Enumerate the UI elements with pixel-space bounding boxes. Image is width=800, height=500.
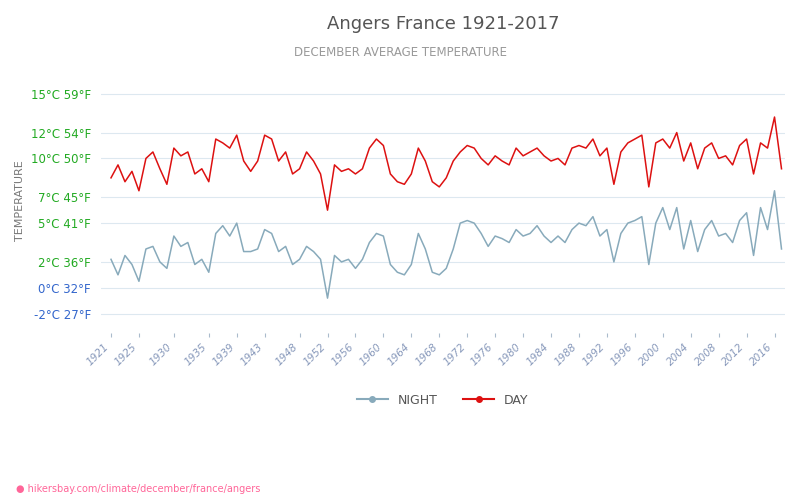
Title: Angers France 1921-2017: Angers France 1921-2017 <box>326 15 559 33</box>
Text: DECEMBER AVERAGE TEMPERATURE: DECEMBER AVERAGE TEMPERATURE <box>294 46 506 59</box>
Legend: NIGHT, DAY: NIGHT, DAY <box>352 388 534 411</box>
Text: ● hikersbay.com/climate/december/france/angers: ● hikersbay.com/climate/december/france/… <box>16 484 260 494</box>
Y-axis label: TEMPERATURE: TEMPERATURE <box>15 160 25 241</box>
